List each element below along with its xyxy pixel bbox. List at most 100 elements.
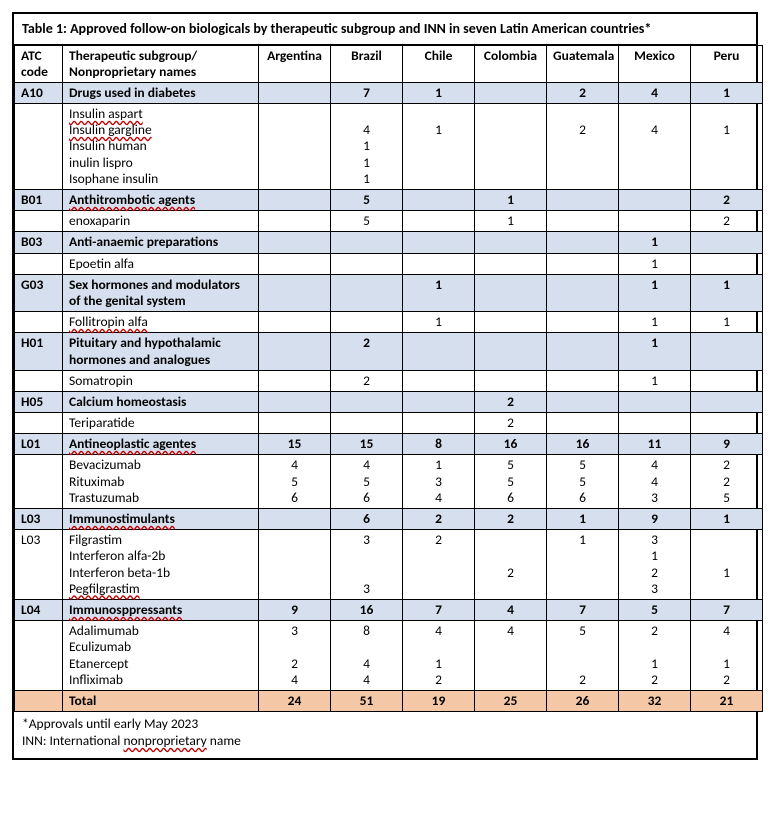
subgroup-label: Anti-anaemic preparations	[63, 232, 259, 253]
subgroup-row: B03Anti-anaemic preparations1	[15, 232, 763, 253]
value-cell: 456	[331, 455, 403, 509]
subgroup-total: 9	[691, 434, 763, 455]
subgroup-total	[403, 232, 475, 253]
subgroup-total: 16	[475, 434, 547, 455]
subgroup-total: 2	[691, 190, 763, 211]
subgroup-total	[547, 391, 619, 412]
header-row: ATC code Therapeutic subgroup/ Nonpropri…	[15, 45, 763, 82]
subgroup-total: 1	[691, 509, 763, 530]
total-value: 32	[619, 690, 691, 711]
value-cell: 2	[331, 370, 403, 391]
header-country: Mexico	[619, 45, 691, 82]
subgroup-total	[331, 232, 403, 253]
value-cell: 2	[403, 530, 475, 600]
subgroup-total: 1	[691, 274, 763, 311]
value-cell	[547, 211, 619, 232]
detail-row: enoxaparin 5 1 2	[15, 211, 763, 232]
subgroup-row: L01Antineoplastic agentes151581616119	[15, 434, 763, 455]
subgroup-total: 9	[619, 509, 691, 530]
value-cell	[259, 370, 331, 391]
header-country: Colombia	[475, 45, 547, 82]
value-cell	[403, 413, 475, 434]
atc-code: L03	[15, 509, 63, 530]
subgroup-total	[475, 232, 547, 253]
subgroup-total	[259, 82, 331, 103]
value-cell	[475, 370, 547, 391]
atc-code	[15, 621, 63, 691]
total-label: Total	[63, 690, 259, 711]
value-cell: 556	[475, 455, 547, 509]
atc-code: A10	[15, 82, 63, 103]
value-cell: 4 12	[691, 621, 763, 691]
value-cell	[691, 253, 763, 274]
value-cell: 1	[547, 530, 619, 600]
atc-code: B01	[15, 190, 63, 211]
atc-code	[15, 211, 63, 232]
value-cell	[547, 370, 619, 391]
value-cell	[619, 211, 691, 232]
subgroup-total: 5	[619, 599, 691, 620]
value-cell	[259, 211, 331, 232]
subgroup-total	[331, 274, 403, 311]
subgroup-total: 1	[475, 190, 547, 211]
subgroup-total	[259, 232, 331, 253]
value-cell: 2	[475, 413, 547, 434]
drug-name: enoxaparin	[63, 211, 259, 232]
subgroup-total: 15	[331, 434, 403, 455]
total-value: 24	[259, 690, 331, 711]
atc-code	[15, 253, 63, 274]
subgroup-total	[547, 190, 619, 211]
atc-code	[15, 455, 63, 509]
subgroup-row: H01Pituitary and hypothalamic hormones a…	[15, 333, 763, 370]
total-value: 51	[331, 690, 403, 711]
value-cell	[475, 312, 547, 333]
value-cell	[691, 370, 763, 391]
subgroup-total	[619, 391, 691, 412]
value-cell: 8 44	[331, 621, 403, 691]
value-cell: 134	[403, 455, 475, 509]
header-country: Peru	[691, 45, 763, 82]
subgroup-total	[619, 190, 691, 211]
detail-row: Somatropin 2 1	[15, 370, 763, 391]
subgroup-total: 1	[691, 82, 763, 103]
subgroup-total: 7	[547, 599, 619, 620]
subgroup-total	[403, 391, 475, 412]
subgroup-total: 2	[475, 509, 547, 530]
value-cell: 4111	[331, 104, 403, 190]
value-cell	[331, 253, 403, 274]
subgroup-total: 1	[403, 274, 475, 311]
value-cell: 3 3	[331, 530, 403, 600]
table-container: Table 1: Approved follow-on biologicals …	[12, 12, 758, 760]
footnote-line: INN: International nonproprietary name	[22, 733, 748, 750]
subgroup-total	[691, 391, 763, 412]
subgroup-total	[403, 190, 475, 211]
subgroup-total	[475, 82, 547, 103]
subgroup-total: 11	[619, 434, 691, 455]
value-cell: 4	[619, 104, 691, 190]
subgroup-label: Immunostimulants	[63, 509, 259, 530]
value-cell	[331, 413, 403, 434]
subgroup-label: Antineoplastic agentes	[63, 434, 259, 455]
value-cell: 2 12	[619, 621, 691, 691]
subgroup-total	[259, 391, 331, 412]
header-country: Guatemala	[547, 45, 619, 82]
value-cell	[403, 211, 475, 232]
subgroup-total	[403, 333, 475, 370]
atc-code: L01	[15, 434, 63, 455]
value-cell	[475, 253, 547, 274]
subgroup-total: 16	[331, 599, 403, 620]
subgroup-total: 4	[475, 599, 547, 620]
subgroup-label: Pituitary and hypothalamic hormones and …	[63, 333, 259, 370]
value-cell: 443	[619, 455, 691, 509]
drug-name: Epoetin alfa	[63, 253, 259, 274]
value-cell: 2	[475, 530, 547, 600]
footnote-line: *Approvals until early May 2023	[22, 716, 748, 733]
total-row: Total24511925263221	[15, 690, 763, 711]
value-cell	[547, 413, 619, 434]
subgroup-total	[259, 333, 331, 370]
drug-name: Teriparatide	[63, 413, 259, 434]
value-cell	[691, 413, 763, 434]
value-cell: 2	[691, 211, 763, 232]
value-cell	[619, 413, 691, 434]
atc-code	[15, 312, 63, 333]
